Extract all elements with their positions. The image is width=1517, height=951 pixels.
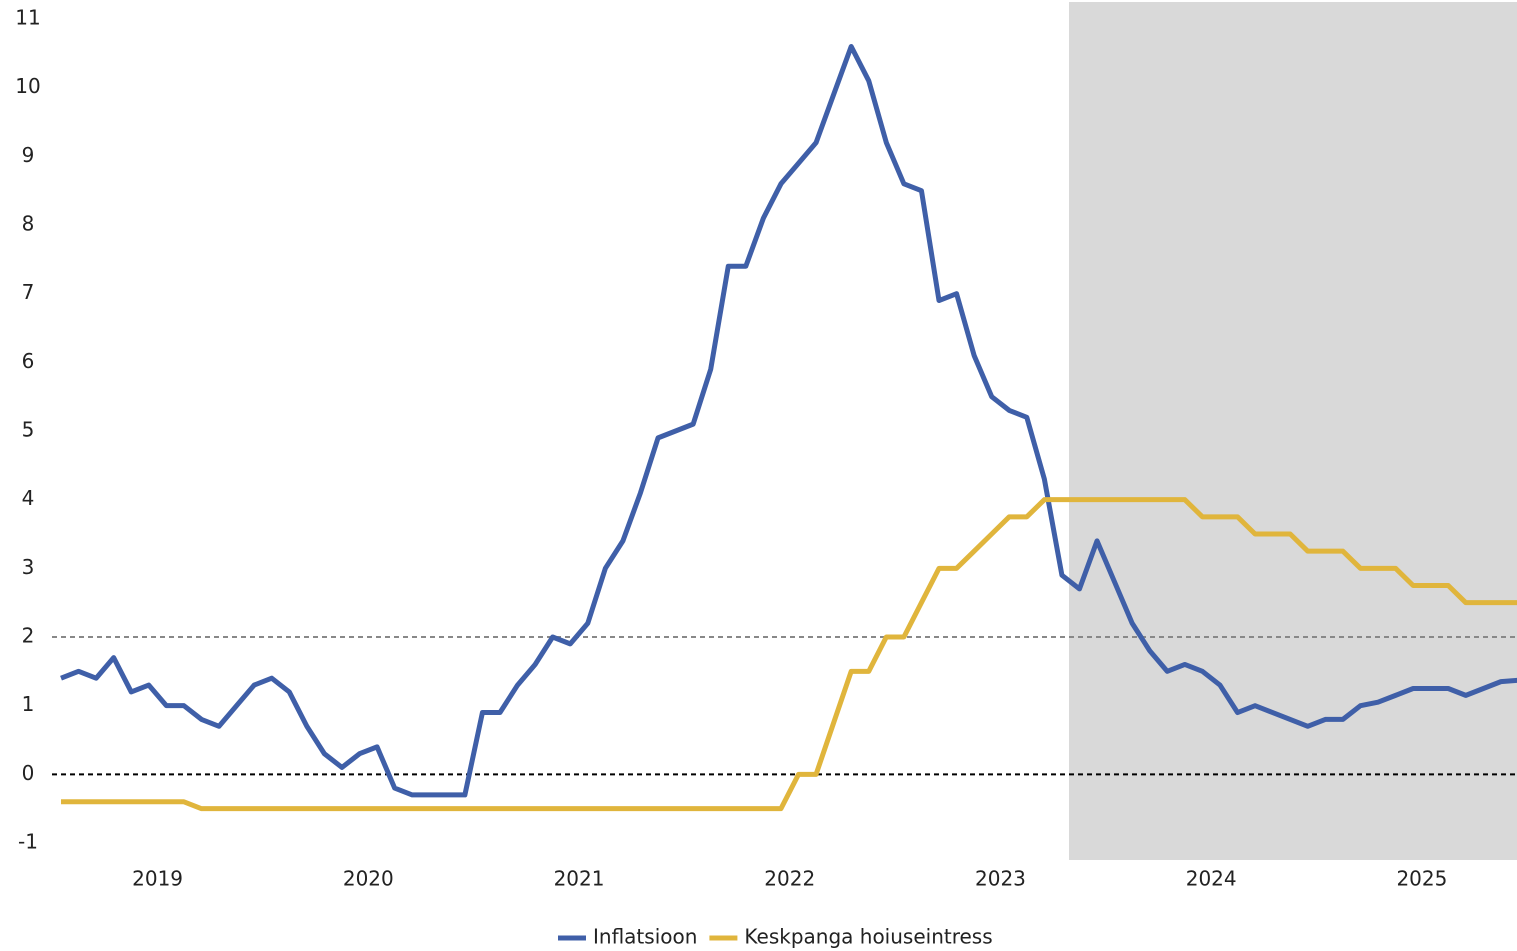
y-tick-label: 11	[15, 6, 40, 30]
y-tick-label: 8	[22, 212, 35, 236]
y-tick-label: 4	[22, 486, 35, 510]
x-tick-label: 2022	[764, 867, 815, 891]
y-tick-label: 10	[15, 74, 40, 98]
y-tick-label: 7	[22, 280, 35, 304]
series-line	[60, 43, 1517, 798]
x-tick-label: 2020	[343, 867, 394, 891]
y-tick-label: 0	[22, 761, 35, 785]
y-tick-label: 3	[22, 555, 35, 579]
y-tick-label: 9	[22, 143, 35, 167]
legend-label: Keskpanga hoiuseintress	[744, 925, 992, 949]
x-tick-label: 2025	[1396, 867, 1447, 891]
x-tick-label: 2021	[554, 867, 605, 891]
y-tick-label: 1	[22, 692, 35, 716]
y-tick-label: 2	[22, 624, 35, 648]
y-tick-label: 6	[22, 349, 35, 373]
x-tick-label: 2019	[132, 867, 183, 891]
y-tick-label: -1	[18, 830, 38, 854]
y-tick-label: 5	[22, 418, 35, 442]
legend-label: Inflatsioon	[593, 925, 697, 949]
x-tick-label: 2024	[1186, 867, 1237, 891]
x-tick-label: 2023	[975, 867, 1026, 891]
forecast-shade	[1069, 2, 1517, 860]
series-line	[61, 497, 1517, 812]
